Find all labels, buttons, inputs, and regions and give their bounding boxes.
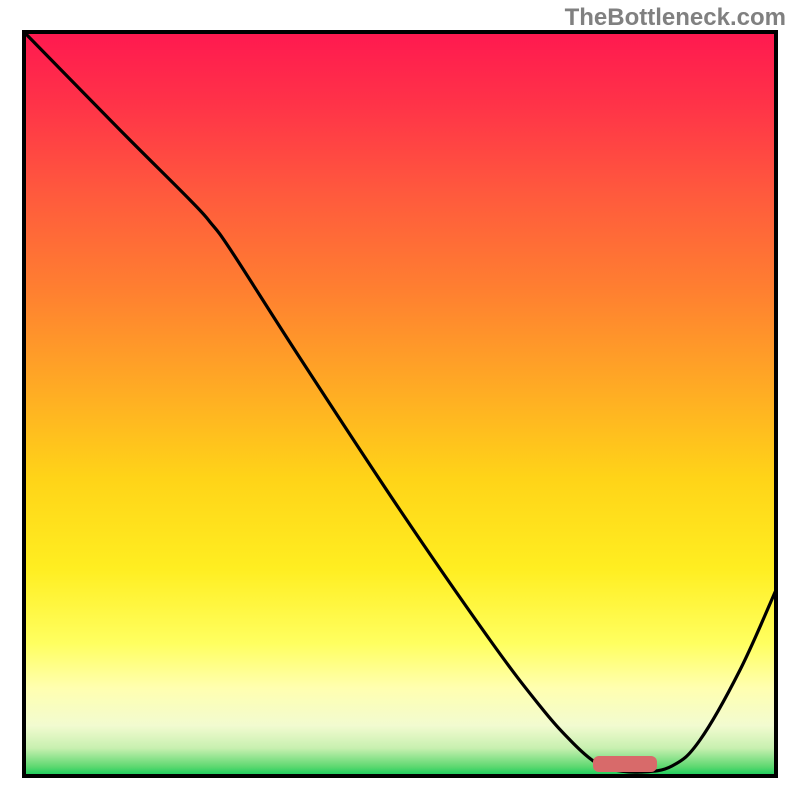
- chart-container: { "chart": { "type": "line", "canvas": {…: [0, 0, 800, 800]
- watermark-text: TheBottleneck.com: [565, 4, 786, 32]
- bottleneck-marker: [593, 756, 657, 772]
- plot-area: [22, 30, 778, 778]
- plot-gradient: [22, 30, 778, 778]
